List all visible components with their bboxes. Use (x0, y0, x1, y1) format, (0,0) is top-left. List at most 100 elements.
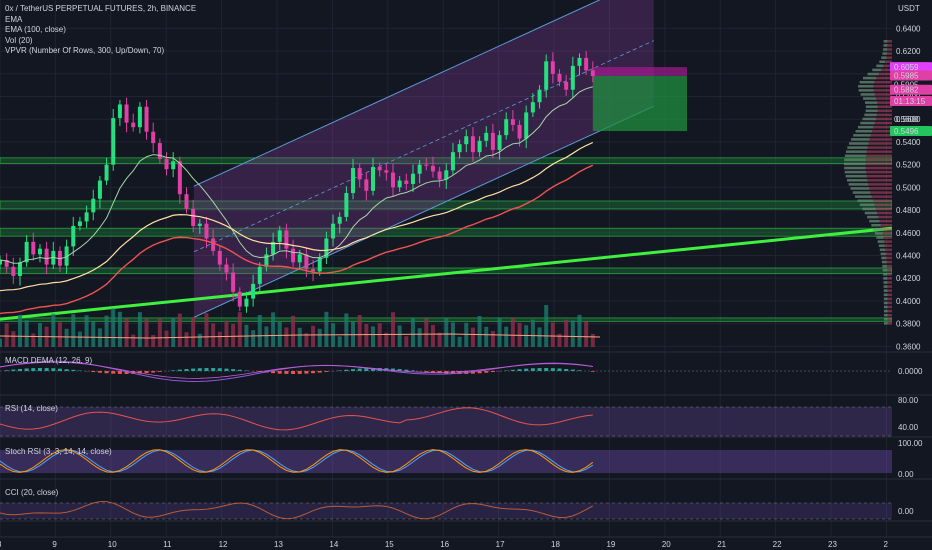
indicator-ema100[interactable]: EMA (100, close) (5, 25, 66, 34)
vpvr-row (853, 134, 892, 137)
time-tick: 23 (828, 540, 837, 549)
candle-up (37, 248, 42, 255)
candle-up (17, 262, 22, 276)
candle-down (184, 194, 189, 209)
vpvr-row-up (845, 174, 867, 178)
vpvr-row (848, 183, 892, 186)
volume-ma-line (0, 333, 601, 339)
candle-up (271, 241, 276, 255)
cci-pane-label[interactable]: CCI (20, close) (5, 488, 59, 497)
vpvr-row-up (883, 322, 888, 325)
price-tick: 0.4400 (896, 251, 921, 260)
price-tick: 0.6400 (896, 24, 921, 33)
macd-histogram-bar (517, 369, 522, 371)
candle-down (377, 166, 382, 171)
candle-down (517, 124, 522, 139)
vpvr-row-up (874, 232, 883, 235)
time-tick: 13 (274, 540, 283, 549)
macd-histogram-bar (137, 371, 142, 374)
vpvr-row-up (845, 150, 867, 153)
time-tick: 19 (606, 540, 615, 549)
macd-histogram-bar (184, 369, 189, 371)
candle-down (44, 248, 49, 265)
vpvr-row-up (883, 293, 888, 296)
volume-bar (417, 328, 422, 347)
macd-histogram-bar (284, 371, 289, 374)
volume-bar (197, 333, 202, 347)
price-tick: 0.5600 (896, 115, 921, 124)
vpvr-row-up (880, 252, 886, 256)
candle-up (344, 193, 349, 217)
volume-bar (510, 318, 515, 347)
vpvr-row (845, 174, 892, 178)
cci-line (0, 501, 594, 520)
candle-up (171, 161, 176, 170)
vpvr-row-up (883, 281, 888, 284)
vpvr-row-up (883, 40, 888, 43)
vpvr-row (862, 207, 892, 211)
candle-up (497, 135, 502, 150)
macd-histogram-bar (37, 368, 42, 371)
macd-pane-label[interactable]: MACD DEMA (12, 26, 9) (5, 356, 93, 365)
volume-bar (377, 323, 382, 347)
rsi-pane-label[interactable]: RSI (14, close) (5, 404, 58, 413)
volume-bar (291, 315, 296, 347)
vpvr-row-up (844, 166, 866, 170)
time-tick: 15 (385, 540, 394, 549)
macd-histogram-bar (524, 368, 529, 371)
volume-bar (284, 327, 289, 347)
vpvr-row-up (863, 97, 877, 100)
macd-histogram-bar (104, 371, 109, 374)
volume-bar (590, 334, 595, 347)
candle-down (304, 254, 309, 270)
candle-down (204, 223, 209, 239)
volume-bar (271, 312, 276, 347)
volume-bar (51, 313, 56, 347)
candle-up (197, 223, 202, 226)
macd-histogram-bar (324, 371, 329, 372)
rsi-line (0, 407, 593, 431)
macd-histogram-bar (111, 371, 116, 374)
volume-bar (251, 330, 256, 347)
price-tick: 0.5200 (896, 161, 921, 170)
vpvr-row (860, 93, 892, 96)
macd-histogram-bar (510, 369, 515, 371)
volume-bar (217, 331, 222, 347)
macd-histogram-bar (364, 368, 369, 371)
indicator-vpvr[interactable]: VPVR (Number Of Rows, 300, Up/Down, 70) (5, 46, 165, 55)
candle-up (544, 61, 549, 90)
macd-histogram-bar (537, 368, 542, 371)
candle-up (84, 212, 89, 222)
vpvr-row (883, 301, 892, 305)
macd-signal-line (0, 361, 593, 379)
candle-up (577, 57, 582, 66)
macd-histogram-bar (157, 371, 162, 372)
vpvr-row-up (847, 146, 868, 149)
volume-bar (224, 320, 229, 347)
stoch-pane-label[interactable]: Stoch RSI (3, 3, 14, 14, close) (5, 447, 112, 456)
vpvr-row-up (876, 236, 884, 239)
candle-up (244, 298, 249, 307)
indicator-ema[interactable]: EMA (5, 14, 23, 24)
candle-up (484, 132, 489, 141)
ema-line (0, 86, 593, 264)
vpvr-row-up (883, 289, 888, 292)
volume-bar (484, 326, 489, 347)
vpvr-row (883, 281, 892, 284)
vpvr-row-up (877, 240, 885, 243)
stoch-band (0, 450, 892, 473)
candle-up (77, 221, 82, 226)
candle-down (124, 104, 129, 123)
candle-down (311, 269, 316, 272)
vpvr-row (882, 264, 892, 268)
candle-up (410, 173, 415, 184)
candle-down (564, 81, 569, 90)
volume-bar (111, 308, 116, 347)
vpvr-row-up (848, 183, 869, 186)
indicator-vol[interactable]: Vol (20) (5, 35, 33, 45)
vpvr-row (873, 228, 892, 231)
vpvr-row (860, 121, 892, 125)
vpvr-row (883, 305, 892, 309)
